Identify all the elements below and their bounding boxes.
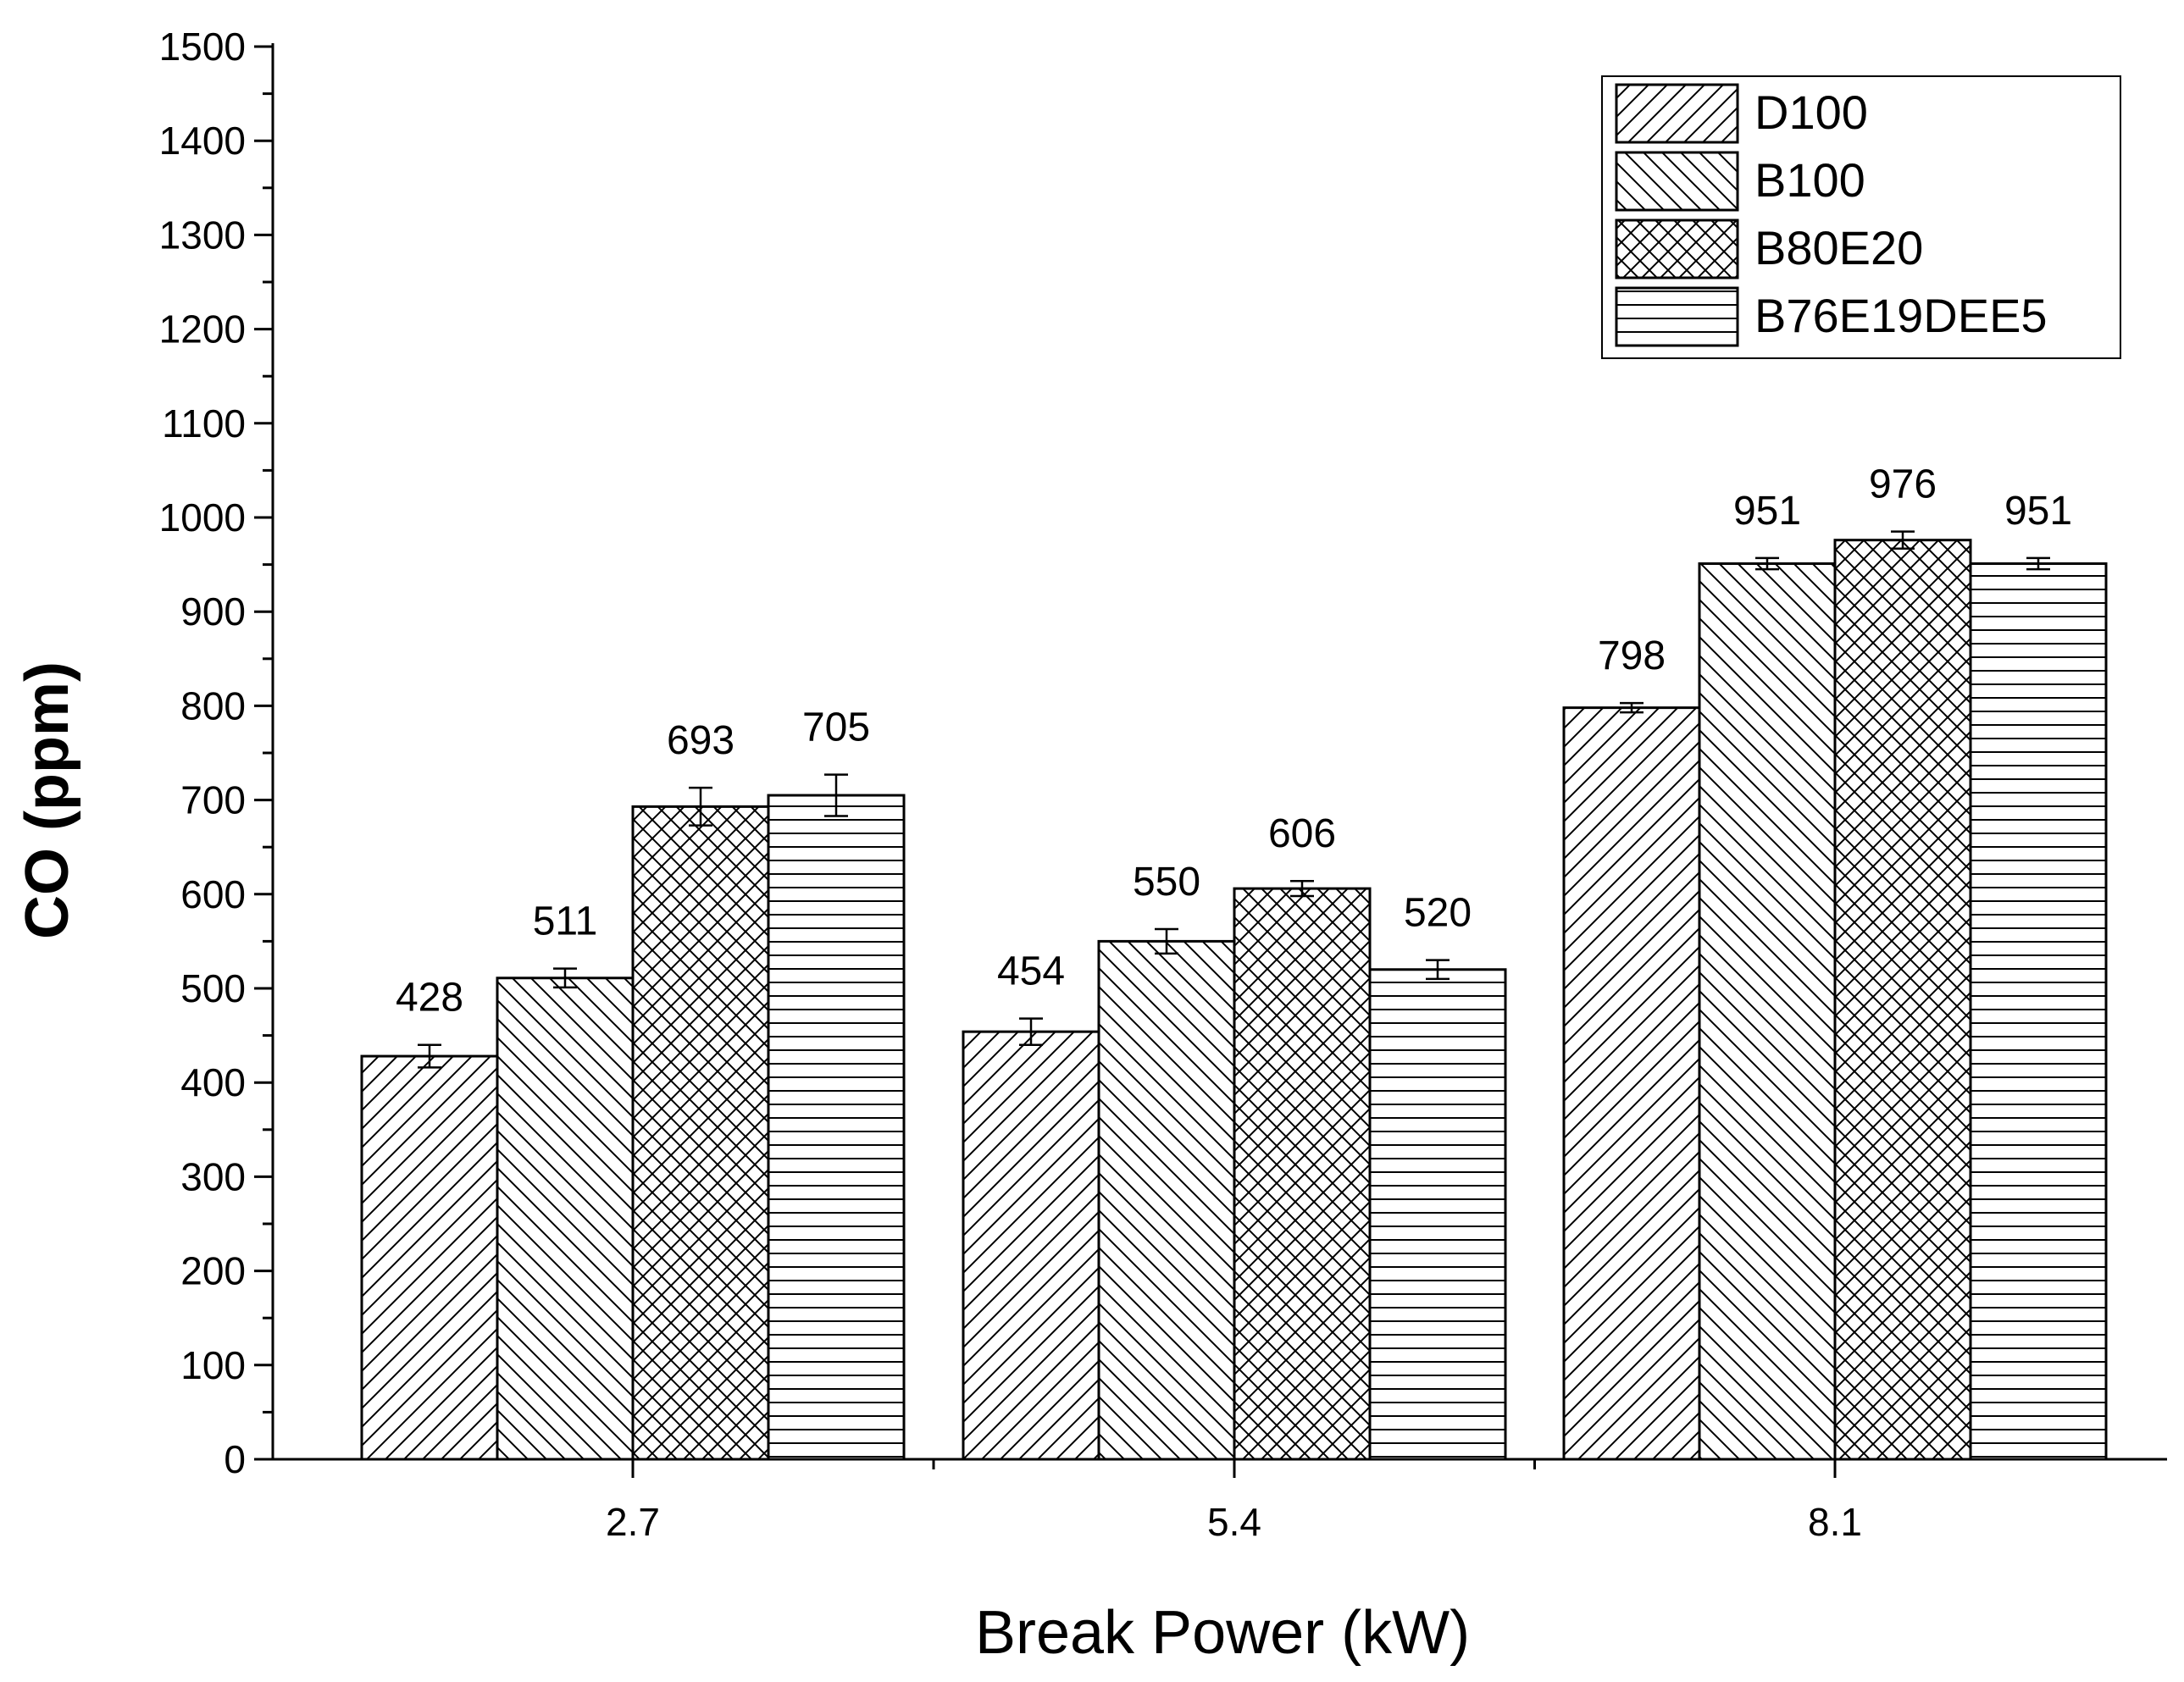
y-tick-label: 600	[180, 872, 246, 916]
x-axis-title: Break Power (kW)	[975, 1599, 1470, 1667]
y-tick-label: 800	[180, 683, 246, 728]
y-tick-label: 1200	[159, 307, 246, 351]
y-tick-label: 100	[180, 1343, 246, 1387]
bar-b100-8-1	[1698, 562, 1837, 1461]
y-tick-label: 400	[180, 1060, 246, 1104]
data-label: 550	[1133, 860, 1200, 905]
y-tick-label: 1300	[159, 213, 246, 257]
bar-d100-2-7	[360, 1054, 499, 1461]
y-tick-label: 700	[180, 778, 246, 822]
data-label: 798	[1598, 634, 1666, 678]
data-label: 511	[533, 899, 598, 944]
y-tick-label: 0	[224, 1437, 246, 1481]
y-tick-label: 1000	[159, 495, 246, 539]
bar-d100-5-4	[962, 1030, 1100, 1461]
plot-area: 0 100 200 300 400 500 600 700 800 900 1000 1100 1200…	[159, 25, 2167, 1544]
y-tick-label: 200	[180, 1249, 246, 1293]
y-tick-label: 900	[180, 589, 246, 634]
data-label: 520	[1404, 891, 1472, 936]
legend-label-b80e20: B80E20	[1754, 221, 1923, 274]
bar-b100-2-7	[496, 977, 635, 1461]
bar-d100-8-1	[1562, 706, 1701, 1461]
y-tick-label: 300	[180, 1154, 246, 1198]
legend-label-d100: D100	[1754, 86, 1868, 139]
x-tick-label: 2.7	[606, 1500, 660, 1544]
data-label: 951	[1733, 489, 1801, 534]
data-label: 705	[802, 705, 870, 750]
legend-swatch-b100	[1615, 151, 1739, 212]
legend-label-b100: B100	[1754, 153, 1865, 207]
y-tick-label: 500	[180, 966, 246, 1010]
bar-b76e19dee5-8-1	[1969, 562, 2108, 1461]
bar-b80e20-8-1	[1833, 539, 1972, 1461]
y-tick-label: 1400	[159, 119, 246, 163]
data-label: 951	[2004, 489, 2072, 534]
bar-b76e19dee5-2-7	[767, 794, 906, 1461]
legend-swatch-b80e20	[1615, 219, 1739, 279]
bar-b80e20-2-7	[631, 805, 770, 1461]
bar-b80e20-5-4	[1233, 887, 1372, 1461]
bar-b76e19dee5-5-4	[1368, 968, 1507, 1461]
x-tick-label: 8.1	[1808, 1500, 1862, 1544]
legend-swatch-b76e19dee5	[1615, 286, 1739, 347]
legend-swatch-d100	[1615, 83, 1739, 144]
bar-b100-5-4	[1097, 939, 1236, 1461]
data-label: 693	[667, 718, 734, 763]
data-label: 606	[1268, 811, 1336, 856]
y-tick-label: 1100	[162, 401, 246, 445]
data-label: 454	[997, 949, 1065, 994]
data-label: 976	[1869, 462, 1937, 507]
y-tick-label: 1500	[159, 25, 246, 69]
data-label: 428	[396, 976, 463, 1021]
y-axis-title: CO (ppm)	[14, 661, 81, 939]
legend-label-b76e19dee5: B76E19DEE5	[1754, 289, 2048, 342]
x-tick-label: 5.4	[1207, 1500, 1261, 1544]
